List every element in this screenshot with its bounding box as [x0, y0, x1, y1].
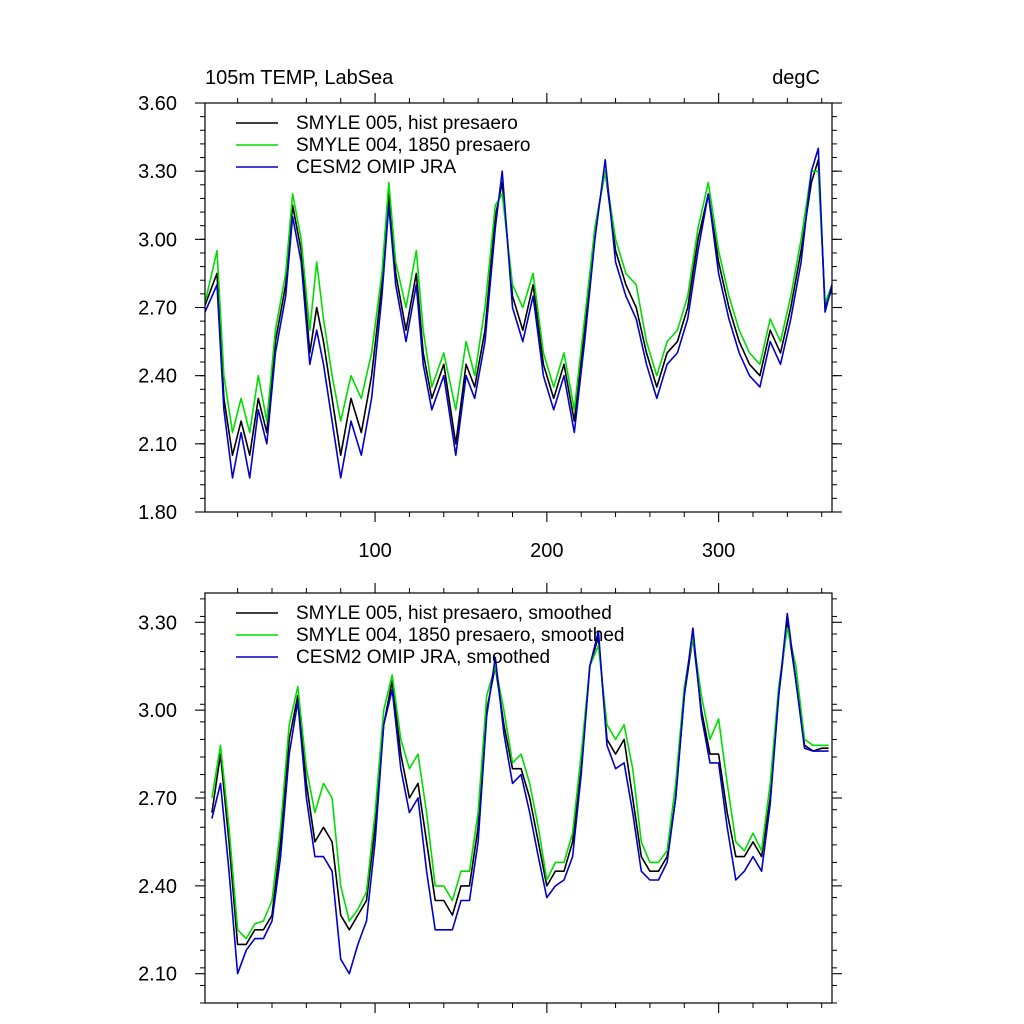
- y-tick-label: 3.30: [138, 161, 177, 183]
- series-line-0: [211, 621, 829, 946]
- top-chart-panel: 1.80 2.10 2.40 2.70 3.00 3.30 3.60 100 200 300 105…: [138, 67, 842, 562]
- legend-label-1: SMYLE 004, 1850 presaero: [296, 135, 531, 156]
- chart-title: 105m TEMP, LabSea: [205, 67, 394, 89]
- legend-label-0: SMYLE 005, hist presaero, smoothed: [296, 603, 612, 624]
- y-tick-label: 3.60: [138, 93, 177, 115]
- y-tick-label: 2.10: [138, 434, 177, 456]
- y-tick-label: 1.80: [138, 502, 177, 524]
- y-tick-label: 2.70: [138, 788, 177, 810]
- y-tick-label: 2.70: [138, 298, 177, 320]
- y-tick-label: 3.00: [138, 229, 177, 251]
- bottom-chart-panel: 2.10 2.40 2.70 3.00 3.30 SMYLE 005, hist pres…: [138, 583, 842, 1013]
- x-tick-label: 100: [358, 540, 391, 562]
- series-line-1: [205, 170, 832, 434]
- legend-label-2: CESM2 OMIP JRA: [296, 157, 456, 178]
- x-tick-label: 200: [530, 540, 563, 562]
- legend-label-2: CESM2 OMIP JRA, smoothed: [296, 647, 550, 668]
- x-tick-label: 300: [702, 540, 735, 562]
- series-line-0: [205, 159, 832, 456]
- series-line-1: [211, 627, 829, 940]
- legend-label-1: SMYLE 004, 1850 presaero, smoothed: [296, 625, 624, 646]
- y-tick-label: 2.10: [138, 964, 177, 986]
- y-tick-label: 3.00: [138, 700, 177, 722]
- y-tick-label: 2.40: [138, 876, 177, 898]
- y-tick-label: 2.40: [138, 366, 177, 388]
- chart-units: degC: [772, 67, 820, 89]
- series-line-2: [205, 147, 832, 479]
- legend-label-0: SMYLE 005, hist presaero: [296, 113, 518, 134]
- series-line-2: [211, 612, 829, 975]
- y-tick-label: 3.30: [138, 612, 177, 634]
